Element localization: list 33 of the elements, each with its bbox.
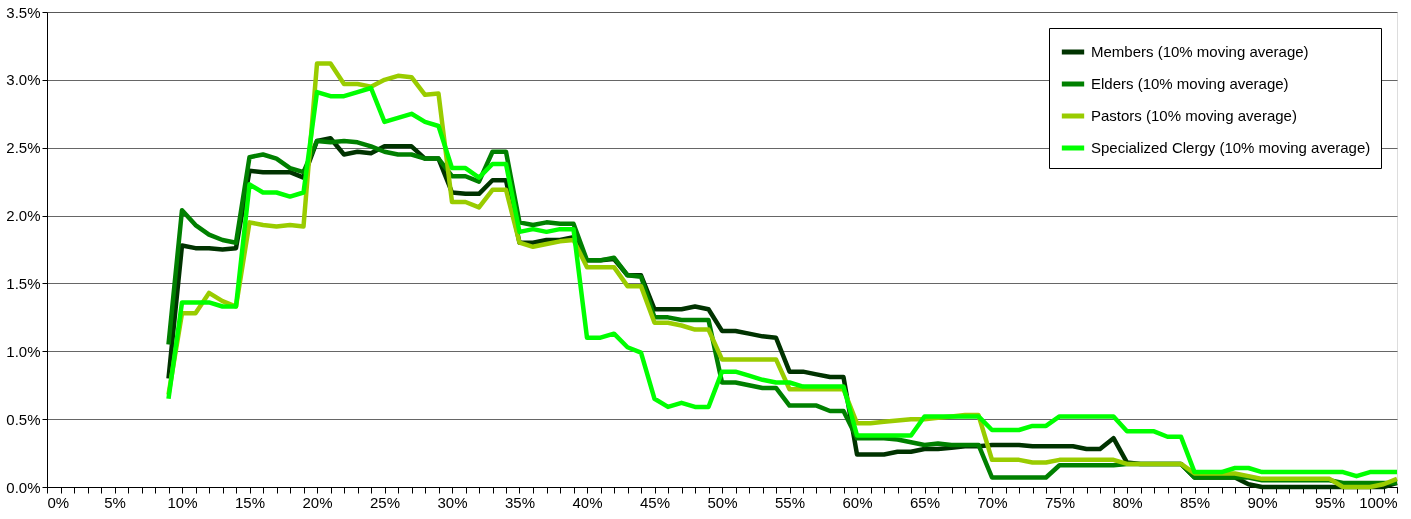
- y-tick-label: 1.5%: [6, 274, 41, 292]
- x-tick-label: 90%: [1247, 493, 1278, 511]
- x-tick-label: 5%: [104, 493, 126, 511]
- x-tick-label: 75%: [1044, 493, 1076, 511]
- x-tick-label: 85%: [1179, 493, 1211, 511]
- y-tick-label: 2.5%: [6, 139, 41, 157]
- x-tick-label: 80%: [1112, 493, 1143, 511]
- x-tick-label: 95%: [1314, 493, 1346, 511]
- y-tick-label: 1.0%: [6, 342, 41, 360]
- x-tick-label: 35%: [504, 493, 536, 511]
- y-tick-label: 0.0%: [6, 478, 41, 496]
- x-tick-label: 60%: [842, 493, 873, 511]
- x-tick-label: 15%: [234, 493, 266, 511]
- y-tick-label: 2.0%: [6, 207, 41, 225]
- x-tick-label: 70%: [977, 493, 1008, 511]
- x-tick-label: 100%: [1359, 493, 1398, 511]
- x-tick-label: 0%: [47, 493, 70, 511]
- y-tick-label: 3.0%: [6, 71, 41, 89]
- legend-label: Elders (10% moving average): [1091, 75, 1289, 92]
- x-tick-label: 30%: [437, 493, 468, 511]
- x-tick-label: 20%: [302, 493, 333, 511]
- x-tick-label: 25%: [369, 493, 401, 511]
- x-tick-label: 65%: [909, 493, 941, 511]
- x-tick-label: 50%: [707, 493, 738, 511]
- x-tick-label: 10%: [167, 493, 198, 511]
- legend-label: Specialized Clergy (10% moving average): [1091, 139, 1371, 156]
- y-tick-label: 3.5%: [6, 3, 41, 21]
- legend-label: Members (10% moving average): [1091, 43, 1309, 60]
- legend-label: Pastors (10% moving average): [1091, 107, 1297, 124]
- x-tick-label: 55%: [774, 493, 806, 511]
- x-tick-label: 40%: [572, 493, 603, 511]
- y-tick-label: 0.5%: [6, 410, 41, 428]
- x-tick-label: 45%: [639, 493, 671, 511]
